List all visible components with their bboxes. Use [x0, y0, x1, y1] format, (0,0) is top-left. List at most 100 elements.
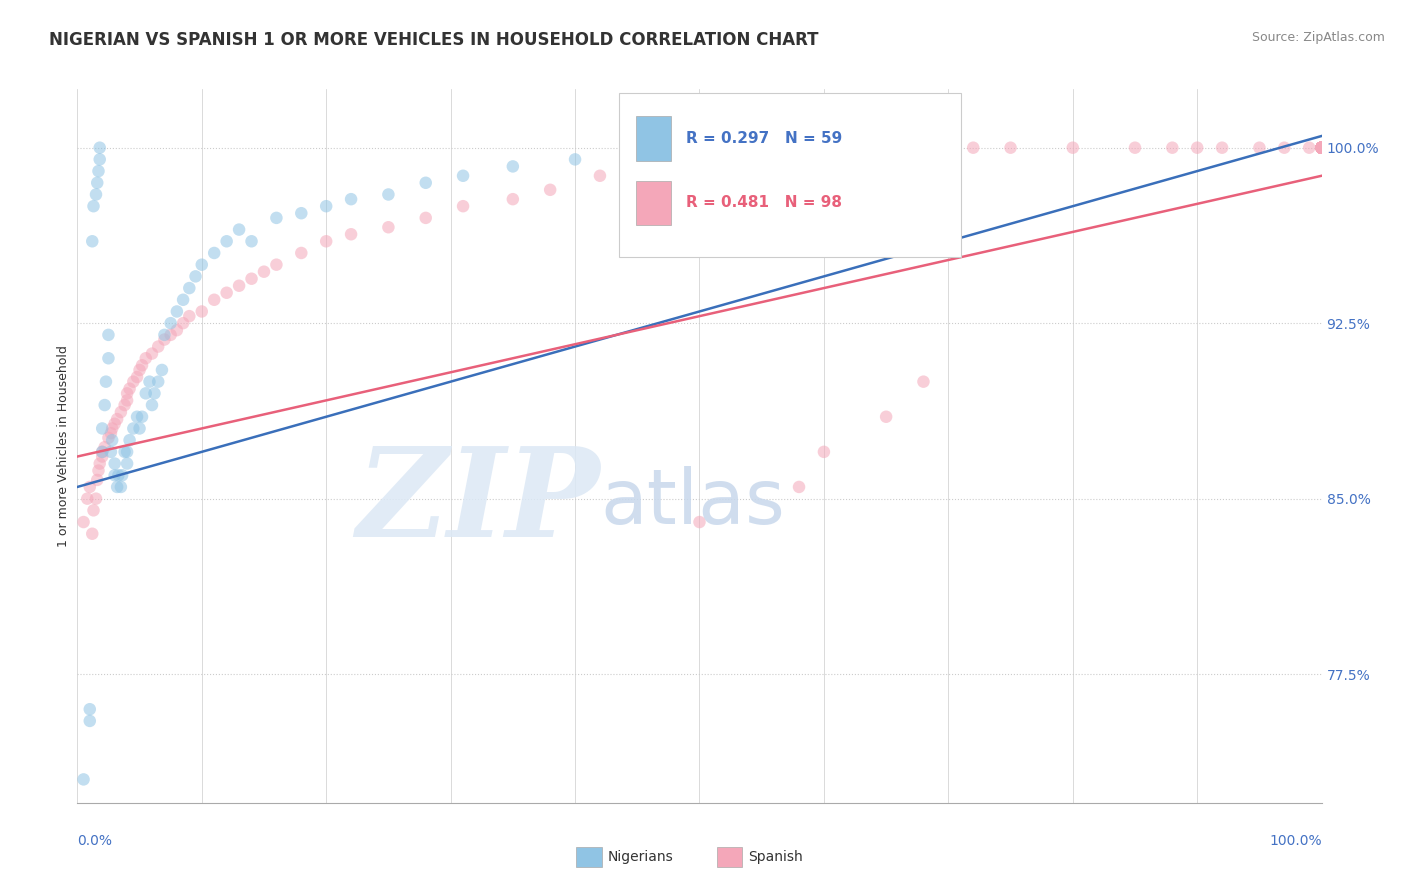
- Point: [86, 473, 108, 487]
- Point: [340, 227, 363, 242]
- Point: [172, 316, 194, 330]
- Point: [159, 327, 181, 342]
- Text: Spanish: Spanish: [748, 850, 803, 864]
- Point: [84, 187, 107, 202]
- Point: [104, 468, 127, 483]
- Point: [962, 141, 984, 155]
- Point: [179, 281, 201, 295]
- Point: [1187, 141, 1209, 155]
- Point: [115, 393, 138, 408]
- Point: [100, 445, 122, 459]
- Point: [131, 359, 153, 373]
- Text: NIGERIAN VS SPANISH 1 OR MORE VEHICLES IN HOUSEHOLD CORRELATION CHART: NIGERIAN VS SPANISH 1 OR MORE VEHICLES I…: [49, 31, 818, 49]
- Point: [118, 382, 141, 396]
- Point: [202, 293, 225, 307]
- Point: [93, 440, 115, 454]
- Point: [135, 351, 157, 366]
- Point: [122, 375, 145, 389]
- Point: [1310, 141, 1333, 155]
- Point: [751, 141, 773, 155]
- Point: [340, 192, 363, 206]
- Point: [787, 480, 810, 494]
- Point: [415, 176, 437, 190]
- Point: [114, 398, 136, 412]
- Point: [84, 491, 107, 506]
- Point: [115, 457, 138, 471]
- Point: [79, 480, 101, 494]
- Point: [1249, 141, 1271, 155]
- FancyBboxPatch shape: [636, 180, 671, 225]
- Point: [82, 526, 104, 541]
- Point: [91, 445, 114, 459]
- Point: [1161, 141, 1184, 155]
- Point: [266, 211, 288, 225]
- Point: [110, 480, 132, 494]
- Point: [240, 234, 263, 248]
- Point: [118, 433, 141, 447]
- Point: [83, 199, 105, 213]
- Point: [1123, 141, 1146, 155]
- Point: [290, 206, 312, 220]
- Y-axis label: 1 or more Vehicles in Household: 1 or more Vehicles in Household: [58, 345, 70, 547]
- Point: [138, 375, 160, 389]
- Text: R = 0.481   N = 98: R = 0.481 N = 98: [686, 195, 842, 211]
- Point: [538, 183, 561, 197]
- Point: [148, 340, 170, 354]
- Point: [1310, 141, 1333, 155]
- Point: [1310, 141, 1333, 155]
- Point: [131, 409, 153, 424]
- Point: [94, 375, 117, 389]
- Point: [125, 370, 148, 384]
- Point: [1310, 141, 1333, 155]
- Point: [1310, 141, 1333, 155]
- Point: [1310, 141, 1333, 155]
- Point: [148, 375, 170, 389]
- Point: [1310, 141, 1333, 155]
- Point: [202, 246, 225, 260]
- Point: [172, 293, 194, 307]
- Point: [79, 714, 101, 728]
- FancyBboxPatch shape: [619, 93, 960, 257]
- Point: [122, 421, 145, 435]
- Point: [215, 285, 238, 300]
- Point: [912, 375, 935, 389]
- Point: [240, 271, 263, 285]
- Point: [1310, 141, 1333, 155]
- Point: [93, 398, 115, 412]
- Point: [128, 421, 150, 435]
- Point: [143, 386, 166, 401]
- Point: [1310, 141, 1333, 155]
- Point: [1310, 141, 1333, 155]
- Point: [1310, 141, 1333, 155]
- Point: [813, 445, 835, 459]
- Point: [191, 258, 214, 272]
- Point: [1062, 141, 1084, 155]
- Point: [166, 323, 188, 337]
- Point: [89, 457, 111, 471]
- Point: [1310, 141, 1333, 155]
- Point: [502, 192, 524, 206]
- Point: [415, 211, 437, 225]
- Point: [1310, 141, 1333, 155]
- Point: [1310, 141, 1333, 155]
- Point: [1310, 141, 1333, 155]
- Point: [191, 304, 214, 318]
- Point: [91, 445, 114, 459]
- Point: [564, 153, 586, 167]
- Point: [114, 445, 136, 459]
- Text: 0.0%: 0.0%: [77, 834, 112, 848]
- Point: [1310, 141, 1333, 155]
- Text: Source: ZipAtlas.com: Source: ZipAtlas.com: [1251, 31, 1385, 45]
- FancyBboxPatch shape: [636, 116, 671, 161]
- Point: [589, 169, 612, 183]
- Point: [502, 160, 524, 174]
- Point: [377, 187, 399, 202]
- Point: [1310, 141, 1333, 155]
- Point: [315, 234, 337, 248]
- Point: [228, 278, 250, 293]
- Point: [153, 333, 176, 347]
- Point: [87, 464, 110, 478]
- Point: [87, 164, 110, 178]
- Point: [76, 491, 98, 506]
- Point: [97, 327, 120, 342]
